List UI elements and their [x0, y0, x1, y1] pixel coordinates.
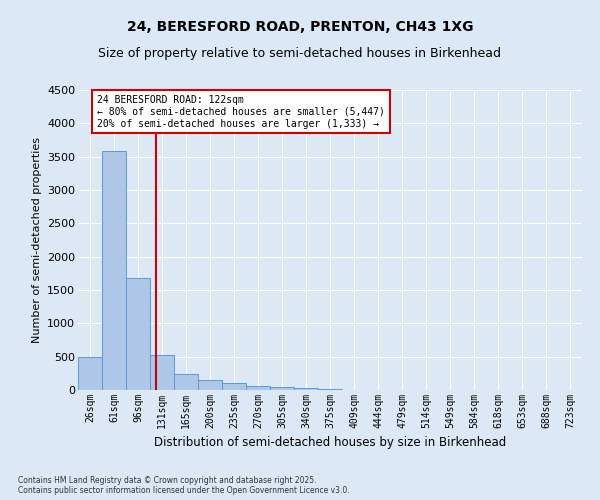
- Y-axis label: Number of semi-detached properties: Number of semi-detached properties: [32, 137, 41, 343]
- Bar: [222, 383, 246, 390]
- Text: Contains HM Land Registry data © Crown copyright and database right 2025.
Contai: Contains HM Land Registry data © Crown c…: [18, 476, 350, 495]
- Bar: [126, 278, 150, 390]
- Bar: [150, 354, 174, 390]
- Bar: [270, 387, 294, 390]
- Text: 24, BERESFORD ROAD, PRENTON, CH43 1XG: 24, BERESFORD ROAD, PRENTON, CH43 1XG: [127, 20, 473, 34]
- Bar: [198, 380, 222, 390]
- X-axis label: Distribution of semi-detached houses by size in Birkenhead: Distribution of semi-detached houses by …: [154, 436, 506, 450]
- Text: Size of property relative to semi-detached houses in Birkenhead: Size of property relative to semi-detach…: [98, 48, 502, 60]
- Bar: [174, 374, 198, 390]
- Bar: [246, 386, 270, 390]
- Bar: [78, 356, 102, 390]
- Bar: [294, 388, 318, 390]
- Bar: [102, 152, 126, 390]
- Text: 24 BERESFORD ROAD: 122sqm
← 80% of semi-detached houses are smaller (5,447)
20% : 24 BERESFORD ROAD: 122sqm ← 80% of semi-…: [97, 96, 385, 128]
